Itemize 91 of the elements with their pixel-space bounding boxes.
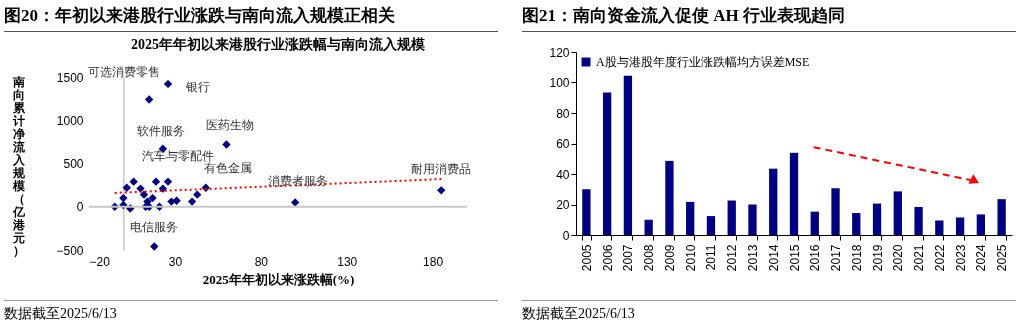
- bar: [810, 211, 819, 235]
- x-tick-label: 2012: [725, 244, 740, 272]
- annotation: 软件服务: [136, 123, 185, 138]
- bar: [976, 214, 986, 235]
- point: [150, 242, 159, 251]
- bar: [582, 189, 591, 235]
- x-tick-label: 2017: [829, 244, 844, 272]
- bar: [831, 188, 840, 235]
- y-tick-label: −500: [56, 243, 84, 258]
- point: [163, 79, 173, 89]
- x-tick-label: 2019: [870, 244, 885, 272]
- y-tick-label: 40: [556, 167, 570, 182]
- text: 数据截至2025/6/13: [522, 300, 1016, 323]
- bar: [935, 220, 944, 235]
- text: 数据截至2025/6/13: [4, 300, 498, 323]
- bar: [789, 152, 799, 235]
- point: [163, 177, 173, 186]
- bar: [706, 216, 716, 235]
- bar: [893, 191, 902, 235]
- bar: [748, 204, 757, 235]
- bar: [665, 160, 674, 235]
- y-tick-label: 120: [549, 45, 570, 60]
- annotation: 电信服务: [130, 219, 179, 234]
- y-tick-label: 0: [76, 200, 84, 215]
- x-tick-label: 2025: [995, 244, 1010, 272]
- bar: [727, 200, 736, 235]
- x-tick-label: 2005: [579, 244, 594, 272]
- x-tick-label: 2020: [891, 244, 906, 272]
- x-tick-label: 2023: [953, 244, 968, 272]
- text: 南向累计净流入规模（亿港元）: [13, 75, 25, 258]
- point: [136, 184, 145, 193]
- bar: [955, 217, 965, 235]
- y-tick-label: 500: [63, 157, 84, 171]
- point: [148, 193, 157, 203]
- point: [172, 196, 181, 205]
- legend-label: A股与港股年度行业涨跌幅均方误差MSE: [596, 55, 810, 69]
- bar: [872, 203, 882, 235]
- bar: [914, 206, 923, 235]
- x-tick-label: 2016: [808, 244, 823, 272]
- x-tick-label: 30: [168, 254, 183, 269]
- x-tick-label: 80: [254, 254, 269, 269]
- x-tick-label: −20: [89, 254, 111, 269]
- bar: [852, 213, 861, 235]
- point: [193, 190, 202, 199]
- point: [222, 140, 231, 149]
- y-tick-label: 0: [562, 228, 570, 243]
- point: [144, 95, 154, 104]
- x-tick-label: 2022: [932, 244, 947, 272]
- x-tick-label: 2007: [621, 244, 636, 272]
- x-tick-label: 2010: [683, 244, 698, 272]
- point: [201, 183, 211, 192]
- y-tick-label: 20: [556, 198, 570, 212]
- point: [151, 177, 161, 186]
- point: [291, 198, 300, 207]
- chart-title: 图20：年初以来港股行业涨跌与南向流入规模正相关: [4, 4, 498, 32]
- x-tick-label: 2013: [745, 244, 760, 272]
- x-tick-label: 2018: [849, 244, 864, 272]
- bar: [769, 168, 778, 235]
- x-tick-label: 2008: [642, 244, 657, 272]
- bar: [602, 92, 612, 235]
- chart-subtitle: 2025年年初以来港股行业涨跌幅与南向流入规模: [131, 36, 426, 53]
- point: [122, 183, 131, 192]
- y-tick-label: 60: [556, 137, 570, 151]
- y-tick-label: 100: [549, 76, 570, 90]
- y-tick-label: 1500: [56, 70, 84, 85]
- chart-title: 图21：南向资金流入促使 AH 行业表现趋同: [522, 4, 1016, 32]
- point: [437, 186, 446, 195]
- bar: [997, 199, 1006, 235]
- annotation: 消费者服务: [268, 174, 329, 189]
- point: [187, 197, 197, 206]
- y-tick-label: 1000: [56, 113, 84, 128]
- x-tick-label: 2011: [704, 244, 719, 271]
- point: [129, 177, 138, 186]
- annotation: 银行: [185, 79, 211, 94]
- bar: [644, 219, 653, 235]
- x-tick-label: 180: [423, 254, 444, 269]
- annotation: 可选消费零售: [88, 65, 161, 80]
- x-tick-label: 2024: [974, 244, 989, 272]
- x-tick-label: 2006: [600, 244, 615, 272]
- annotation: 耐用消费品: [411, 162, 472, 177]
- x-axis-title: 2025年年初以来涨跌幅(%): [202, 271, 355, 287]
- x-tick-label: 130: [337, 254, 358, 269]
- x-tick-label: 2009: [662, 244, 677, 272]
- bar: [686, 201, 695, 235]
- x-tick-label: 2021: [912, 244, 927, 272]
- bar: [623, 75, 633, 235]
- y-tick-label: 80: [556, 106, 570, 121]
- x-tick-label: 2014: [766, 244, 781, 272]
- annotation: 医药生物: [206, 118, 255, 133]
- point: [119, 193, 128, 203]
- x-tick-label: 2015: [787, 244, 802, 272]
